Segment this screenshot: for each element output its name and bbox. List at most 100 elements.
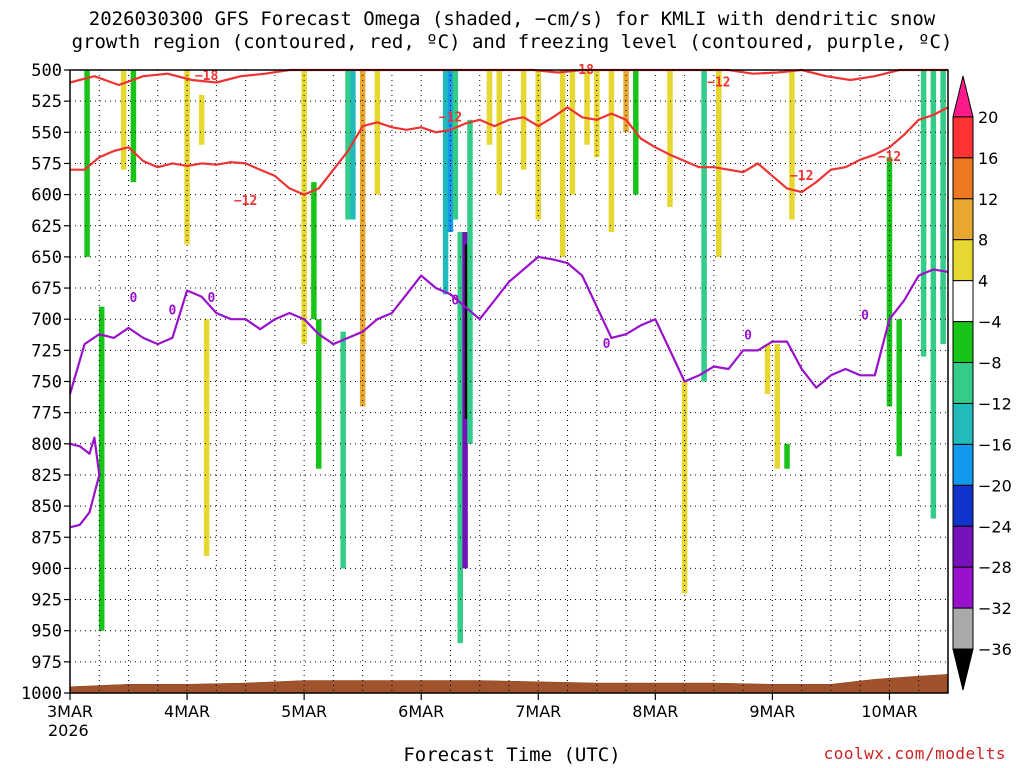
omega-band — [457, 231, 463, 644]
contour-line — [69, 436, 101, 529]
omega-band — [359, 70, 366, 407]
x-tick-label: 10MAR — [861, 702, 917, 721]
y-tick-label: 725 — [31, 341, 62, 361]
colorbar-label: 4 — [978, 272, 988, 291]
colorbar-label: −20 — [978, 476, 1012, 495]
y-tick-label: 850 — [31, 497, 62, 517]
omega-band — [198, 94, 205, 145]
omega-band — [701, 70, 707, 382]
colorbar-segment — [952, 566, 974, 609]
purple-contour-label: 0 — [451, 294, 459, 309]
colorbar-segment — [952, 525, 974, 568]
omega-band — [764, 344, 771, 394]
omega-band — [442, 70, 449, 295]
colorbar-label: −12 — [978, 394, 1012, 413]
omega-band — [789, 70, 795, 220]
chart-title-line1: 2026030300 GFS Forecast Omega (shaded, −… — [88, 8, 936, 30]
y-tick-label: 525 — [31, 92, 62, 112]
omega-band — [886, 157, 893, 407]
colorbar-label: −36 — [978, 640, 1012, 659]
omega-band — [594, 70, 600, 158]
y-tick-label: 1000 — [21, 684, 62, 704]
credit-link[interactable]: coolwx.com/modelts — [823, 744, 1006, 763]
omega-bands — [84, 70, 946, 644]
colorbar-top-arrow — [952, 75, 974, 118]
colorbar-label: −24 — [978, 517, 1012, 536]
red-contour-label: −12 — [707, 75, 730, 90]
colorbar-segment — [952, 280, 974, 323]
red-contour-label: −12 — [439, 110, 462, 125]
colorbar-segment — [952, 362, 974, 404]
colorbar-label: −28 — [978, 558, 1012, 577]
omega-band — [559, 70, 566, 257]
year-label: 2026 — [48, 721, 89, 740]
y-tick-label: 500 — [31, 61, 62, 81]
surface-terrain — [69, 674, 949, 694]
colorbar-label: −8 — [978, 354, 1002, 373]
colorbar-segment — [952, 484, 974, 527]
omega-band — [681, 381, 688, 594]
x-axis-label: Forecast Time (UTC) — [403, 744, 621, 766]
omega-band — [623, 70, 629, 133]
omega-band — [184, 70, 190, 245]
omega-band — [130, 70, 137, 183]
omega-band — [98, 306, 105, 631]
omega-band — [608, 70, 615, 232]
y-tick-label: 575 — [31, 154, 62, 174]
x-tick-label: 5MAR — [281, 702, 327, 721]
colorbar-segment — [952, 157, 974, 200]
omega-band — [715, 70, 722, 257]
colorbar-bottom-arrow — [952, 648, 974, 691]
colorbar-segment — [952, 116, 974, 159]
omega-band — [920, 70, 927, 357]
x-tick-label: 9MAR — [749, 702, 795, 721]
omega-band — [569, 70, 576, 195]
colorbar-label: −32 — [978, 599, 1012, 618]
chart-title-line2: growth region (contoured, red, ºC) and f… — [71, 31, 953, 53]
omega-band — [120, 70, 127, 170]
colorbar-label: 20 — [978, 108, 998, 127]
y-tick-label: 600 — [31, 186, 62, 206]
omega-band — [784, 443, 790, 469]
red-contour-label: −18 — [195, 69, 219, 84]
y-tick-label: 950 — [31, 622, 62, 642]
y-tick-label: 700 — [31, 310, 62, 330]
y-tick-label: 900 — [31, 559, 62, 579]
x-tick-label: 8MAR — [632, 702, 678, 721]
omega-band — [940, 70, 946, 345]
y-tick-label: 825 — [31, 466, 62, 486]
colorbar: 20 16 12 8 4 −4 −8 −12 −16 −20 −24 −28 −32 −36 — [952, 75, 1012, 691]
red-contour-label: −12 — [790, 169, 813, 184]
omega-band — [316, 319, 322, 469]
y-tick-label: 925 — [31, 591, 62, 611]
contour-line — [70, 106, 949, 196]
y-tick-label: 875 — [31, 528, 62, 548]
y-tick-label: 650 — [31, 248, 62, 268]
omega-band — [374, 70, 381, 195]
omega-band — [486, 70, 493, 145]
purple-contour-label: 0 — [208, 291, 216, 306]
omega-band — [345, 70, 351, 220]
x-tick-label: 4MAR — [164, 702, 210, 721]
omega-band — [896, 319, 902, 457]
colorbar-segment — [952, 321, 974, 364]
y-tick-label: 550 — [31, 123, 62, 143]
y-tick-label: 775 — [31, 404, 62, 424]
purple-contour-label: 0 — [169, 303, 177, 318]
colorbar-label: 8 — [978, 231, 988, 250]
omega-band — [584, 70, 590, 145]
contour-line — [68, 255, 949, 395]
colorbar-segment — [952, 443, 974, 486]
omega-band — [452, 70, 459, 220]
purple-contour-label: 0 — [129, 291, 137, 306]
colorbar-label: −16 — [978, 435, 1012, 454]
omega-band — [84, 70, 90, 257]
terrain-fill — [69, 674, 949, 694]
x-tick-label: 6MAR — [398, 702, 444, 721]
colorbar-segment — [952, 239, 974, 282]
omega-band — [311, 182, 317, 320]
omega-band — [203, 319, 210, 556]
omega-band — [301, 70, 307, 345]
